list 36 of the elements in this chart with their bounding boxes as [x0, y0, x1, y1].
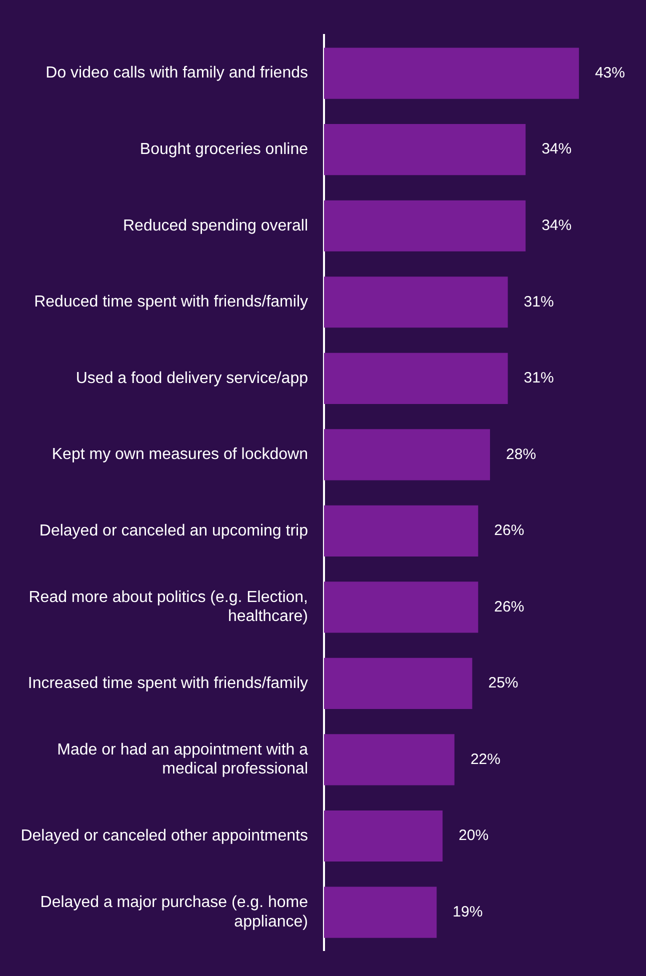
y-tick-label: Reduced time spent with friends/family [34, 294, 308, 311]
y-tick-label: Used a food delivery service/app [76, 370, 308, 387]
data-label: 22% [470, 750, 500, 768]
y-tick-label: Bought groceries online [140, 141, 308, 158]
y-tick-label: Delayed or canceled an upcoming trip [39, 522, 308, 540]
y-tick-label: Made or had an appointment with a medical professional [57, 742, 308, 778]
data-label: 19% [452, 903, 483, 920]
bar [324, 582, 478, 633]
y-tick-label: Kept my own measures of lockdown [52, 446, 308, 464]
bar [324, 658, 472, 710]
data-label: 26% [494, 598, 524, 616]
y-tick-label: Delayed a major purchase (e.g. home appliance) [40, 894, 308, 930]
data-label: 28% [506, 446, 536, 463]
bar [324, 429, 490, 480]
bar [324, 810, 443, 862]
y-tick-label: Do video calls with family and friends [46, 64, 308, 82]
data-label: 25% [488, 674, 518, 692]
data-label: 31% [524, 370, 554, 387]
data-label: 43% [594, 64, 625, 82]
bar [324, 276, 508, 328]
y-tick-label: Reduced spending overall [122, 217, 308, 234]
bar [324, 352, 508, 404]
y-tick-label: Delayed or canceled other appointments [20, 827, 308, 844]
data-label: 34% [542, 140, 572, 158]
data-label: 20% [458, 827, 489, 844]
y-tick-label: Increased time spent with friends/family [28, 674, 308, 692]
bar [324, 124, 526, 176]
bar [324, 200, 526, 252]
data-label: 31% [524, 293, 554, 310]
y-tick-label: Read more about politics (e.g. Election, healthcare) [28, 589, 308, 626]
bar [324, 734, 454, 786]
bar [324, 886, 437, 938]
data-label: 34% [542, 217, 572, 234]
data-label: 26% [494, 522, 524, 540]
bar [324, 505, 478, 556]
bar [324, 48, 579, 99]
